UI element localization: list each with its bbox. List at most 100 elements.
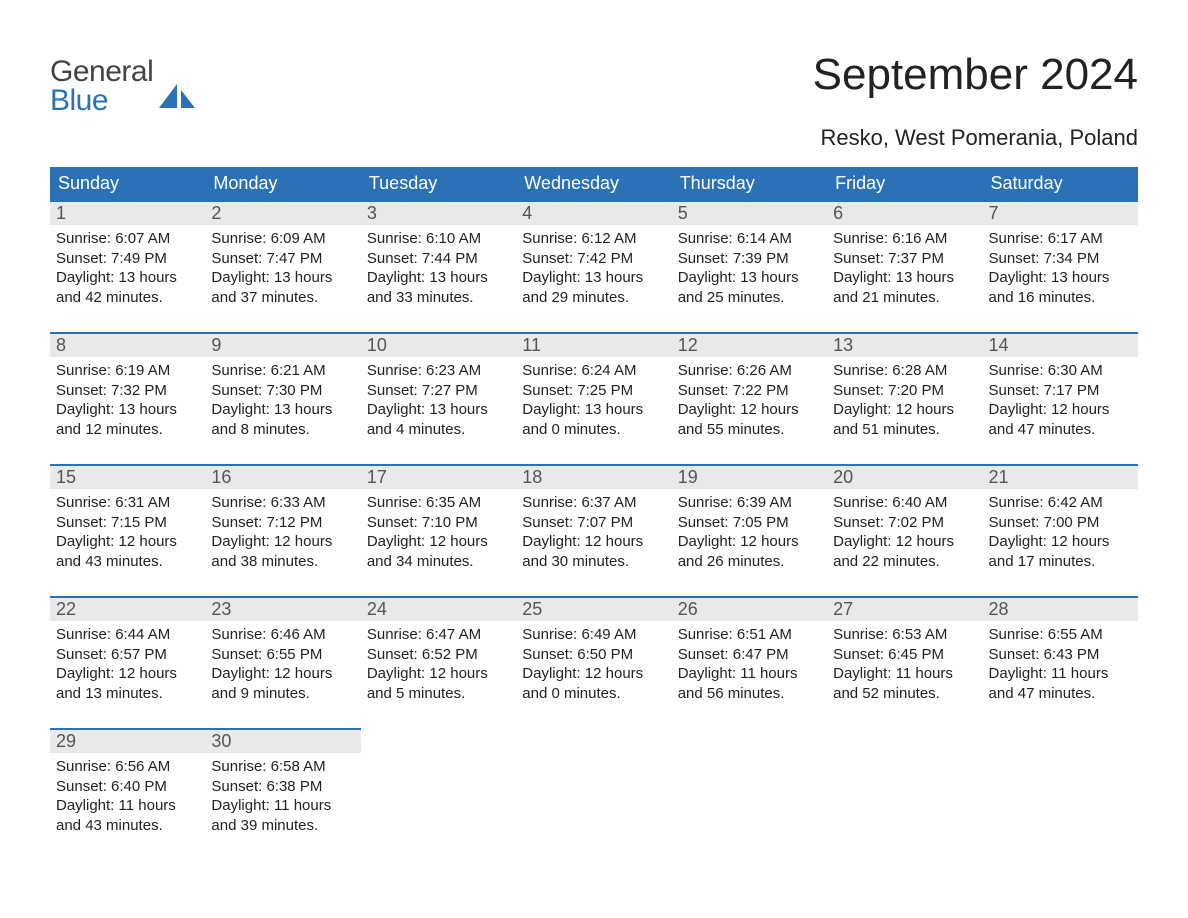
day-body: Sunrise: 6:47 AMSunset: 6:52 PMDaylight:… [361, 621, 516, 725]
daylight-line-2: and 0 minutes. [522, 684, 665, 704]
sunset-line: Sunset: 7:25 PM [522, 381, 665, 401]
day-cell: 5Sunrise: 6:14 AMSunset: 7:39 PMDaylight… [672, 201, 827, 333]
day-cell: 15Sunrise: 6:31 AMSunset: 7:15 PMDayligh… [50, 465, 205, 597]
daylight-line-1: Daylight: 13 hours [211, 400, 354, 420]
day-body: Sunrise: 6:44 AMSunset: 6:57 PMDaylight:… [50, 621, 205, 725]
sunrise-line: Sunrise: 6:07 AM [56, 229, 199, 249]
day-number: 16 [205, 466, 360, 489]
day-header-row: Sunday Monday Tuesday Wednesday Thursday… [50, 167, 1138, 201]
daylight-line-2: and 43 minutes. [56, 816, 199, 836]
sunrise-line: Sunrise: 6:10 AM [367, 229, 510, 249]
daylight-line-2: and 30 minutes. [522, 552, 665, 572]
daylight-line-1: Daylight: 11 hours [211, 796, 354, 816]
daylight-line-1: Daylight: 12 hours [522, 532, 665, 552]
day-cell: 30Sunrise: 6:58 AMSunset: 6:38 PMDayligh… [205, 729, 360, 861]
daylight-line-2: and 33 minutes. [367, 288, 510, 308]
day-body: Sunrise: 6:10 AMSunset: 7:44 PMDaylight:… [361, 225, 516, 329]
sunset-line: Sunset: 7:02 PM [833, 513, 976, 533]
daylight-line-1: Daylight: 11 hours [56, 796, 199, 816]
sunrise-line: Sunrise: 6:46 AM [211, 625, 354, 645]
empty-cell [672, 729, 827, 861]
day-body: Sunrise: 6:33 AMSunset: 7:12 PMDaylight:… [205, 489, 360, 593]
sunset-line: Sunset: 7:27 PM [367, 381, 510, 401]
empty-cell [983, 729, 1138, 861]
day-number: 10 [361, 334, 516, 357]
daylight-line-1: Daylight: 13 hours [833, 268, 976, 288]
daylight-line-2: and 29 minutes. [522, 288, 665, 308]
sunset-line: Sunset: 6:55 PM [211, 645, 354, 665]
sunrise-line: Sunrise: 6:56 AM [56, 757, 199, 777]
day-body: Sunrise: 6:14 AMSunset: 7:39 PMDaylight:… [672, 225, 827, 329]
daylight-line-2: and 47 minutes. [989, 420, 1132, 440]
daylight-line-1: Daylight: 12 hours [678, 532, 821, 552]
day-cell: 24Sunrise: 6:47 AMSunset: 6:52 PMDayligh… [361, 597, 516, 729]
day-cell: 26Sunrise: 6:51 AMSunset: 6:47 PMDayligh… [672, 597, 827, 729]
calendar-week-row: 1Sunrise: 6:07 AMSunset: 7:49 PMDaylight… [50, 201, 1138, 333]
day-body: Sunrise: 6:19 AMSunset: 7:32 PMDaylight:… [50, 357, 205, 461]
day-cell: 6Sunrise: 6:16 AMSunset: 7:37 PMDaylight… [827, 201, 982, 333]
day-cell: 28Sunrise: 6:55 AMSunset: 6:43 PMDayligh… [983, 597, 1138, 729]
sunrise-line: Sunrise: 6:21 AM [211, 361, 354, 381]
sunrise-line: Sunrise: 6:23 AM [367, 361, 510, 381]
day-number: 3 [361, 202, 516, 225]
daylight-line-1: Daylight: 12 hours [211, 532, 354, 552]
day-number: 24 [361, 598, 516, 621]
day-body: Sunrise: 6:46 AMSunset: 6:55 PMDaylight:… [205, 621, 360, 725]
day-cell: 8Sunrise: 6:19 AMSunset: 7:32 PMDaylight… [50, 333, 205, 465]
day-cell: 1Sunrise: 6:07 AMSunset: 7:49 PMDaylight… [50, 201, 205, 333]
brand-word-2: Blue [50, 87, 153, 116]
day-number: 30 [205, 730, 360, 753]
daylight-line-1: Daylight: 13 hours [678, 268, 821, 288]
day-number: 7 [983, 202, 1138, 225]
day-number: 9 [205, 334, 360, 357]
daylight-line-2: and 16 minutes. [989, 288, 1132, 308]
page-title: September 2024 [813, 50, 1138, 100]
daylight-line-2: and 56 minutes. [678, 684, 821, 704]
day-body: Sunrise: 6:26 AMSunset: 7:22 PMDaylight:… [672, 357, 827, 461]
day-body: Sunrise: 6:28 AMSunset: 7:20 PMDaylight:… [827, 357, 982, 461]
day-body: Sunrise: 6:09 AMSunset: 7:47 PMDaylight:… [205, 225, 360, 329]
daylight-line-1: Daylight: 13 hours [211, 268, 354, 288]
day-cell: 12Sunrise: 6:26 AMSunset: 7:22 PMDayligh… [672, 333, 827, 465]
sunset-line: Sunset: 7:47 PM [211, 249, 354, 269]
day-body: Sunrise: 6:51 AMSunset: 6:47 PMDaylight:… [672, 621, 827, 725]
day-header: Saturday [983, 167, 1138, 201]
day-cell: 14Sunrise: 6:30 AMSunset: 7:17 PMDayligh… [983, 333, 1138, 465]
day-cell: 3Sunrise: 6:10 AMSunset: 7:44 PMDaylight… [361, 201, 516, 333]
day-number: 6 [827, 202, 982, 225]
daylight-line-2: and 42 minutes. [56, 288, 199, 308]
sunset-line: Sunset: 6:47 PM [678, 645, 821, 665]
sunrise-line: Sunrise: 6:40 AM [833, 493, 976, 513]
sunset-line: Sunset: 7:17 PM [989, 381, 1132, 401]
day-body: Sunrise: 6:12 AMSunset: 7:42 PMDaylight:… [516, 225, 671, 329]
sunrise-line: Sunrise: 6:19 AM [56, 361, 199, 381]
day-number: 13 [827, 334, 982, 357]
day-body: Sunrise: 6:23 AMSunset: 7:27 PMDaylight:… [361, 357, 516, 461]
daylight-line-2: and 47 minutes. [989, 684, 1132, 704]
sunrise-line: Sunrise: 6:30 AM [989, 361, 1132, 381]
day-body: Sunrise: 6:40 AMSunset: 7:02 PMDaylight:… [827, 489, 982, 593]
day-number: 25 [516, 598, 671, 621]
daylight-line-1: Daylight: 12 hours [989, 400, 1132, 420]
sunset-line: Sunset: 7:22 PM [678, 381, 821, 401]
day-body: Sunrise: 6:07 AMSunset: 7:49 PMDaylight:… [50, 225, 205, 329]
sunrise-line: Sunrise: 6:55 AM [989, 625, 1132, 645]
day-number: 21 [983, 466, 1138, 489]
day-cell: 11Sunrise: 6:24 AMSunset: 7:25 PMDayligh… [516, 333, 671, 465]
sunset-line: Sunset: 6:45 PM [833, 645, 976, 665]
sunrise-line: Sunrise: 6:14 AM [678, 229, 821, 249]
sunset-line: Sunset: 7:49 PM [56, 249, 199, 269]
day-cell: 17Sunrise: 6:35 AMSunset: 7:10 PMDayligh… [361, 465, 516, 597]
sunrise-line: Sunrise: 6:44 AM [56, 625, 199, 645]
day-cell: 13Sunrise: 6:28 AMSunset: 7:20 PMDayligh… [827, 333, 982, 465]
day-body: Sunrise: 6:56 AMSunset: 6:40 PMDaylight:… [50, 753, 205, 857]
day-number: 12 [672, 334, 827, 357]
daylight-line-1: Daylight: 12 hours [211, 664, 354, 684]
daylight-line-2: and 52 minutes. [833, 684, 976, 704]
day-number: 19 [672, 466, 827, 489]
day-cell: 25Sunrise: 6:49 AMSunset: 6:50 PMDayligh… [516, 597, 671, 729]
daylight-line-2: and 39 minutes. [211, 816, 354, 836]
daylight-line-2: and 37 minutes. [211, 288, 354, 308]
daylight-line-1: Daylight: 13 hours [56, 400, 199, 420]
daylight-line-2: and 21 minutes. [833, 288, 976, 308]
